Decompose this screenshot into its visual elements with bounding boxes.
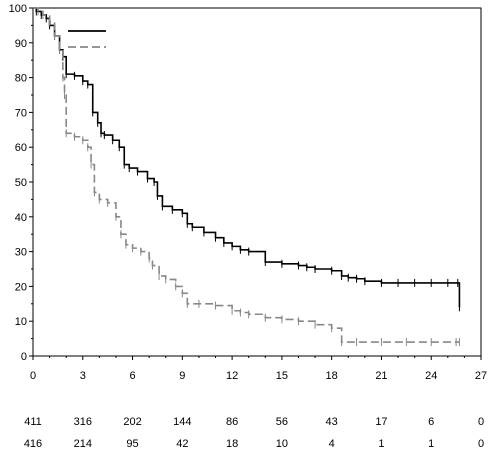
- x-tick-label: 27: [475, 370, 487, 382]
- x-tick-label: 6: [129, 370, 135, 382]
- x-tick-label: 3: [80, 370, 86, 382]
- y-tick-label: 40: [15, 212, 27, 224]
- risk-value: 316: [74, 416, 92, 428]
- series-line-2: [33, 7, 460, 343]
- legend: [68, 30, 106, 48]
- y-tick-label: 60: [15, 142, 27, 154]
- x-tick-label: 0: [30, 370, 36, 382]
- risk-value: 43: [326, 416, 338, 428]
- y-tick-label: 0: [21, 351, 27, 363]
- risk-value: 202: [123, 416, 141, 428]
- risk-value: 411: [24, 416, 42, 428]
- risk-value: 95: [126, 438, 138, 450]
- series-lines: [33, 7, 461, 347]
- risk-value: 416: [24, 438, 42, 450]
- risk-value: 17: [375, 416, 387, 428]
- plot-frame: [32, 7, 482, 357]
- risk-value: 144: [173, 416, 191, 428]
- x-tick-label: 12: [226, 370, 238, 382]
- x-tick-label: 18: [326, 370, 338, 382]
- x-tick-label: 9: [179, 370, 185, 382]
- x-tick-label: 15: [276, 370, 288, 382]
- risk-value: 0: [478, 416, 484, 428]
- x-tick-label: 24: [425, 370, 437, 382]
- y-tick-label: 30: [15, 247, 27, 259]
- risk-value: 1: [428, 438, 434, 450]
- risk-value: 0: [478, 438, 484, 450]
- y-tick-label: 100: [9, 3, 27, 15]
- risk-value: 1: [378, 438, 384, 450]
- risk-value: 6: [428, 416, 434, 428]
- risk-value: 4: [329, 438, 335, 450]
- y-tick-label: 10: [15, 316, 27, 328]
- risk-value: 10: [276, 438, 288, 450]
- x-tick-label: 21: [375, 370, 387, 382]
- series-line-1: [33, 7, 461, 308]
- risk-value: 42: [176, 438, 188, 450]
- risk-value: 86: [226, 416, 238, 428]
- y-tick-label: 90: [15, 38, 27, 50]
- axes: 0 10 20 30 40 50 60 70 80 90 100 0 3 6 9 12 15 18 21 24 27: [9, 3, 487, 382]
- risk-value: 56: [276, 416, 288, 428]
- y-tick-label: 20: [15, 281, 27, 293]
- y-tick-label: 70: [15, 107, 27, 119]
- risk-value: 214: [74, 438, 92, 450]
- y-tick-label: 80: [15, 73, 27, 85]
- y-tick-label: 50: [15, 177, 27, 189]
- risk-value: 18: [226, 438, 238, 450]
